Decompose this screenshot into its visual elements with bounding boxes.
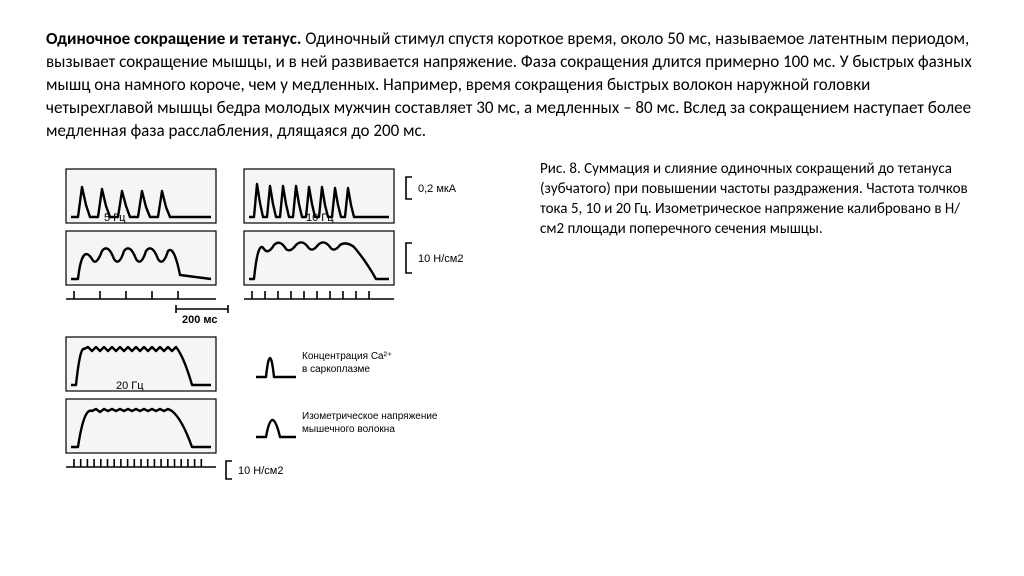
svg-text:Изометрическое напряжение: Изометрическое напряжение: [302, 411, 438, 422]
svg-text:в саркоплазме: в саркоплазме: [302, 364, 370, 375]
svg-text:200 мс: 200 мс: [182, 314, 218, 326]
svg-text:0,2 мкА: 0,2 мкА: [418, 183, 457, 195]
figure-column: 5 Гц 10 Гц 20 Гц 200 мс 0,2 мкА 10 Н/см2 10 Н/…: [46, 159, 516, 489]
figure-svg: 5 Гц 10 Гц 20 Гц 200 мс 0,2 мкА 10 Н/см2 10 Н/…: [46, 159, 516, 489]
figure-caption: Рис. 8. Суммация и слияние одиночных сок…: [540, 159, 978, 489]
svg-text:5 Гц: 5 Гц: [104, 212, 126, 224]
svg-text:10 Н/см2: 10 Н/см2: [238, 465, 283, 477]
heading-paragraph: Одиночное сокращение и тетанус. Одиночны…: [46, 28, 978, 143]
svg-text:10 Н/см2: 10 Н/см2: [418, 253, 463, 265]
lower-row: 5 Гц 10 Гц 20 Гц 200 мс 0,2 мкА 10 Н/см2 10 Н/…: [46, 159, 978, 489]
heading-title: Одиночное сокращение и тетанус.: [46, 28, 301, 49]
svg-text:Концентрация Ca²⁺: Концентрация Ca²⁺: [302, 351, 392, 362]
svg-text:20 Гц: 20 Гц: [116, 380, 144, 392]
svg-text:10 Гц: 10 Гц: [306, 212, 334, 224]
svg-text:мышечного волокна: мышечного волокна: [302, 424, 395, 435]
page: Одиночное сокращение и тетанус. Одиночны…: [0, 0, 1024, 576]
